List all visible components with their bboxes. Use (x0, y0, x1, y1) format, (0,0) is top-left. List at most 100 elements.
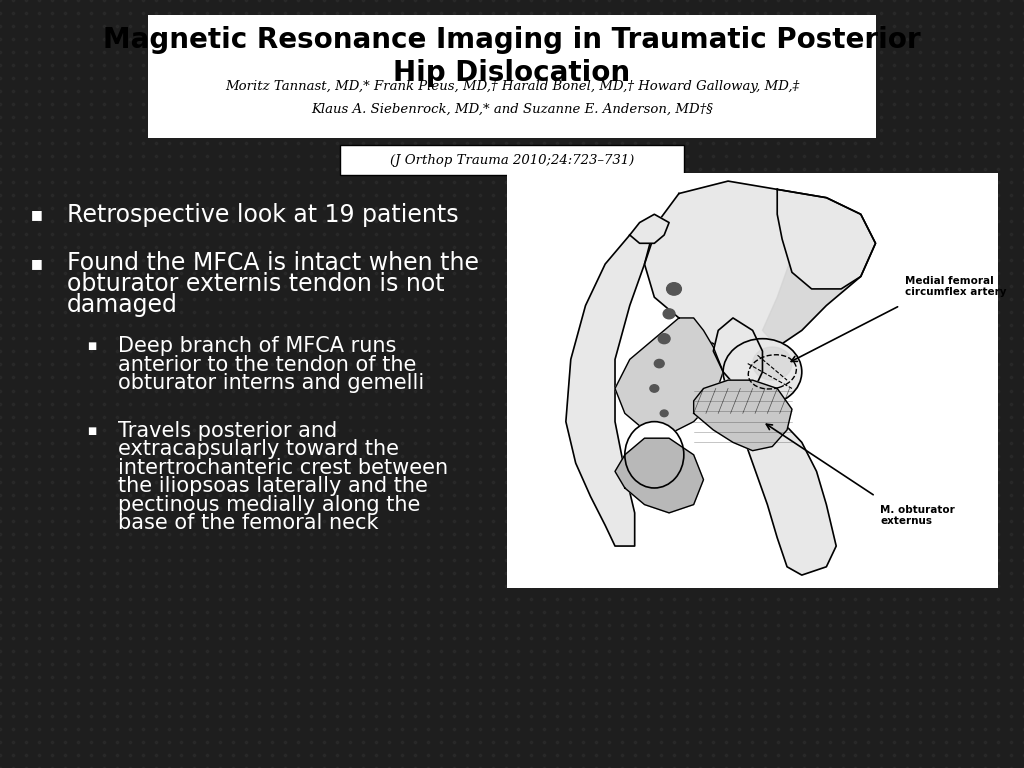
Point (225, 749, 242, 761)
Point (420, 567, 436, 579)
Point (161, 98, 177, 111)
Point (575, 124, 592, 136)
Point (510, 137, 526, 149)
Point (873, 98, 890, 111)
Point (445, 619, 462, 631)
Point (769, 176, 785, 188)
Point (964, 267, 980, 280)
Point (251, 397, 267, 409)
Point (147, 606, 164, 618)
Point (1002, 0, 1019, 6)
Point (56, 502, 73, 514)
Point (873, 111, 890, 124)
Point (549, 502, 565, 514)
Point (510, 163, 526, 175)
Point (821, 423, 838, 435)
Point (109, 606, 125, 618)
Point (342, 306, 358, 319)
Point (899, 20, 915, 32)
Point (731, 502, 748, 514)
Point (251, 749, 267, 761)
Point (407, 749, 423, 761)
Point (782, 254, 799, 266)
Point (808, 410, 824, 422)
Point (484, 723, 501, 735)
Point (743, 33, 760, 45)
Point (614, 670, 631, 683)
Point (303, 749, 319, 761)
Point (588, 554, 604, 566)
Point (640, 606, 656, 618)
Point (459, 423, 475, 435)
Point (239, 710, 255, 722)
Point (835, 176, 851, 188)
Point (225, 619, 242, 631)
Point (225, 436, 242, 449)
Point (445, 462, 462, 475)
Point (562, 657, 579, 670)
Point (549, 137, 565, 149)
Point (899, 697, 915, 709)
Point (251, 619, 267, 631)
Point (769, 528, 785, 540)
Point (471, 384, 487, 396)
Point (627, 736, 643, 748)
Point (977, 333, 993, 345)
Point (549, 33, 565, 45)
Point (56, 606, 73, 618)
Point (484, 397, 501, 409)
Point (329, 436, 345, 449)
Point (44, 736, 60, 748)
Point (847, 7, 863, 19)
Point (769, 697, 785, 709)
Point (251, 293, 267, 306)
Point (614, 697, 631, 709)
Point (731, 736, 748, 748)
Point (510, 0, 526, 6)
Point (56, 749, 73, 761)
Point (1016, 306, 1024, 319)
Point (964, 7, 980, 19)
Point (393, 475, 410, 488)
Point (471, 515, 487, 527)
Point (847, 306, 863, 319)
Point (83, 606, 99, 618)
Point (147, 541, 164, 553)
Point (420, 697, 436, 709)
Point (666, 0, 682, 6)
Point (498, 384, 514, 396)
Point (420, 20, 436, 32)
Point (782, 515, 799, 527)
Point (873, 46, 890, 58)
Point (44, 346, 60, 358)
Point (420, 384, 436, 396)
Point (122, 710, 138, 722)
Point (575, 72, 592, 84)
Point (290, 372, 306, 384)
Point (562, 333, 579, 345)
Point (381, 710, 397, 722)
Point (873, 280, 890, 293)
Point (264, 189, 281, 201)
Point (407, 541, 423, 553)
Point (718, 384, 734, 396)
Point (757, 670, 773, 683)
Point (510, 254, 526, 266)
Point (354, 670, 371, 683)
Point (627, 593, 643, 605)
Point (705, 280, 721, 293)
Point (212, 163, 228, 175)
Point (938, 541, 954, 553)
Point (912, 710, 929, 722)
Point (303, 333, 319, 345)
Point (445, 632, 462, 644)
Point (640, 410, 656, 422)
Point (44, 0, 60, 6)
Point (796, 554, 812, 566)
Point (0, 85, 8, 98)
Point (239, 20, 255, 32)
Point (964, 98, 980, 111)
Point (951, 632, 968, 644)
Point (912, 697, 929, 709)
Point (239, 111, 255, 124)
